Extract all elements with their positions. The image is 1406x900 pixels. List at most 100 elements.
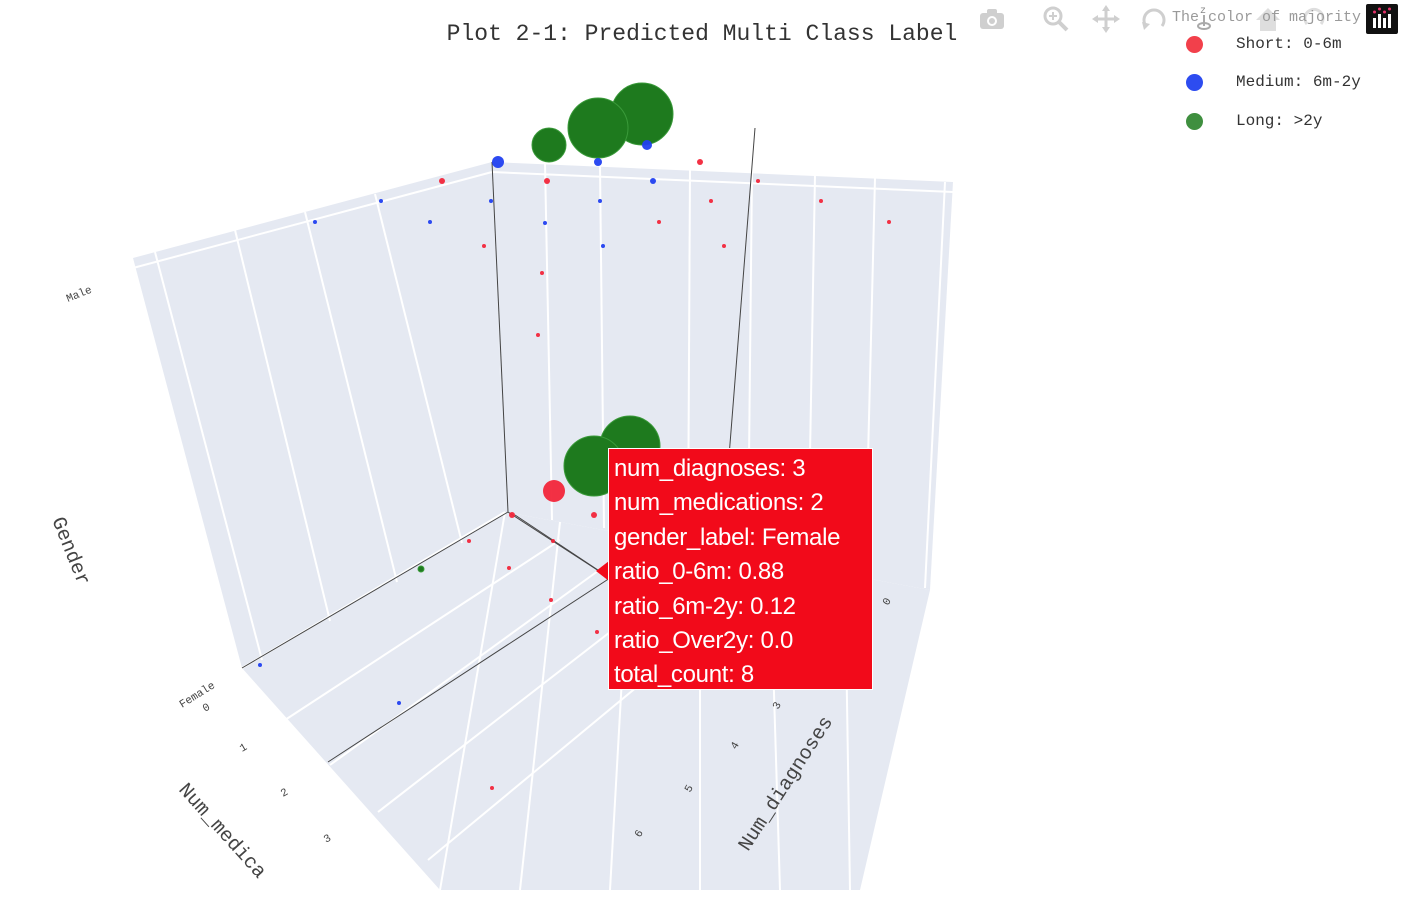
plotly-logo-icon <box>1373 7 1391 28</box>
zoom-icon <box>1043 6 1069 32</box>
camera-button[interactable] <box>976 4 1008 34</box>
grid-line-left-top <box>132 171 493 269</box>
marker-medium-12[interactable] <box>313 220 317 224</box>
marker-short-29[interactable] <box>509 512 515 518</box>
axis-line-floor-2 <box>514 514 611 579</box>
marker-medium-4[interactable] <box>594 158 602 166</box>
marker-short-18[interactable] <box>709 199 713 203</box>
orbit-icon <box>1142 8 1166 30</box>
tooltip-line-num-diagnoses: num_diagnoses: 3 <box>614 455 806 482</box>
zoom-button[interactable] <box>1040 4 1072 34</box>
grid-line-floor-b-1 <box>519 521 561 891</box>
orbit-button[interactable] <box>1138 4 1170 34</box>
tooltip-pointer <box>596 561 609 581</box>
legend-item-short[interactable]: Short: 0-6m <box>1180 30 1406 60</box>
x-tick-0: 0 <box>881 596 895 608</box>
marker-short-28[interactable] <box>543 480 565 502</box>
marker-medium-3[interactable] <box>492 156 504 168</box>
marker-medium-6[interactable] <box>650 178 656 184</box>
tooltip-line-ratio-short: ratio_0-6m: 0.88 <box>614 558 784 586</box>
marker-medium-10[interactable] <box>428 220 432 224</box>
svg-text:z: z <box>1200 6 1206 17</box>
tooltip-line-num-medications: num_medications: 2 <box>614 489 824 517</box>
marker-short-14[interactable] <box>697 159 703 165</box>
marker-short-33[interactable] <box>507 566 511 570</box>
camera-icon <box>980 9 1004 29</box>
marker-medium-8[interactable] <box>543 221 547 225</box>
tooltip-line-gender-label: gender_label: Female <box>614 523 841 551</box>
legend-item-long[interactable]: Long: >2y <box>1180 107 1406 137</box>
x-tick-3: 3 <box>771 700 785 712</box>
marker-short-25[interactable] <box>536 333 540 337</box>
grid-line-right-top <box>491 171 954 193</box>
marker-long-2[interactable] <box>531 127 567 163</box>
grid-line-left-wall-0 <box>154 251 263 661</box>
marker-short-35[interactable] <box>595 630 599 634</box>
marker-short-36[interactable] <box>490 786 494 790</box>
z-tick-female: Female <box>178 680 218 711</box>
modebar: z The color of majority <box>974 0 1406 36</box>
marker-short-17[interactable] <box>756 179 760 183</box>
x-tick-5: 5 <box>683 783 697 795</box>
pan-button[interactable] <box>1090 4 1122 34</box>
turntable-button[interactable]: z <box>1188 4 1220 34</box>
marker-short-15[interactable] <box>544 178 550 184</box>
axis-line-floor-3 <box>241 511 509 669</box>
marker-short-32[interactable] <box>551 539 555 543</box>
plotly-logo[interactable] <box>1366 4 1398 34</box>
marker-long-1[interactable] <box>567 97 629 159</box>
tooltip-line-ratio-long: ratio_Over2y: 0.0 <box>614 626 793 654</box>
grid-line-floor-a-2 <box>329 554 621 766</box>
tooltip-line-ratio-medium: ratio_6m-2y: 0.12 <box>614 592 796 620</box>
y-tick-2: 2 <box>279 787 291 801</box>
legend-title: The color of majority <box>1172 9 1362 26</box>
marker-medium-13[interactable] <box>601 244 605 248</box>
turntable-icon: z <box>1197 6 1211 30</box>
marker-short-21[interactable] <box>887 220 891 224</box>
grid-line-floor-b-0 <box>439 511 506 891</box>
marker-short-30[interactable] <box>591 512 597 518</box>
marker-medium-39[interactable] <box>397 701 401 705</box>
grid-line-left-wall-1 <box>234 229 331 622</box>
axis-line-floor-4 <box>327 577 611 763</box>
marker-short-24[interactable] <box>540 271 544 275</box>
marker-long-37[interactable] <box>417 565 425 573</box>
marker-medium-38[interactable] <box>258 663 262 667</box>
axis-line-vertical-1 <box>491 161 509 513</box>
grid-line-floor-a-1 <box>284 539 561 721</box>
home-icon <box>1256 8 1280 31</box>
hover-tooltip: num_diagnoses: 3 num_medications: 2 gend… <box>608 448 873 690</box>
y-tick-1: 1 <box>238 742 250 756</box>
reset-camera-button[interactable] <box>1298 4 1330 34</box>
legend-label-medium: Medium: 6m-2y <box>1236 73 1361 91</box>
marker-short-20[interactable] <box>657 220 661 224</box>
back-wall-left <box>133 162 505 668</box>
pan-icon <box>1092 5 1120 33</box>
marker-short-31[interactable] <box>467 539 471 543</box>
legend-marker-long <box>1186 113 1203 130</box>
z-axis-title: Gender <box>46 514 94 589</box>
tooltip-line-total-count: total_count: 8 <box>614 661 754 689</box>
marker-short-19[interactable] <box>819 199 823 203</box>
grid-line-left-wall-2 <box>304 211 398 583</box>
legend-marker-short <box>1186 36 1203 53</box>
marker-medium-5[interactable] <box>642 140 652 150</box>
grid-line-left-wall-3 <box>374 193 463 544</box>
marker-short-16[interactable] <box>439 178 445 184</box>
reset-camera-icon <box>1303 7 1325 25</box>
marker-short-34[interactable] <box>549 598 553 602</box>
home-button[interactable] <box>1252 4 1284 34</box>
legend-label-long: Long: >2y <box>1236 112 1323 130</box>
legend-label-short: Short: 0-6m <box>1236 35 1342 53</box>
marker-short-23[interactable] <box>482 244 486 248</box>
legend-item-medium[interactable]: Medium: 6m-2y <box>1180 68 1406 98</box>
marker-medium-11[interactable] <box>379 199 383 203</box>
y-tick-0: 0 <box>201 702 213 716</box>
grid-line-right-wall-6 <box>924 181 946 589</box>
marker-short-22[interactable] <box>722 244 726 248</box>
y-tick-3: 3 <box>322 833 334 847</box>
marker-medium-7[interactable] <box>598 199 602 203</box>
z-tick-male: Male <box>65 285 94 306</box>
x-tick-6: 6 <box>633 828 647 840</box>
marker-medium-9[interactable] <box>489 199 493 203</box>
